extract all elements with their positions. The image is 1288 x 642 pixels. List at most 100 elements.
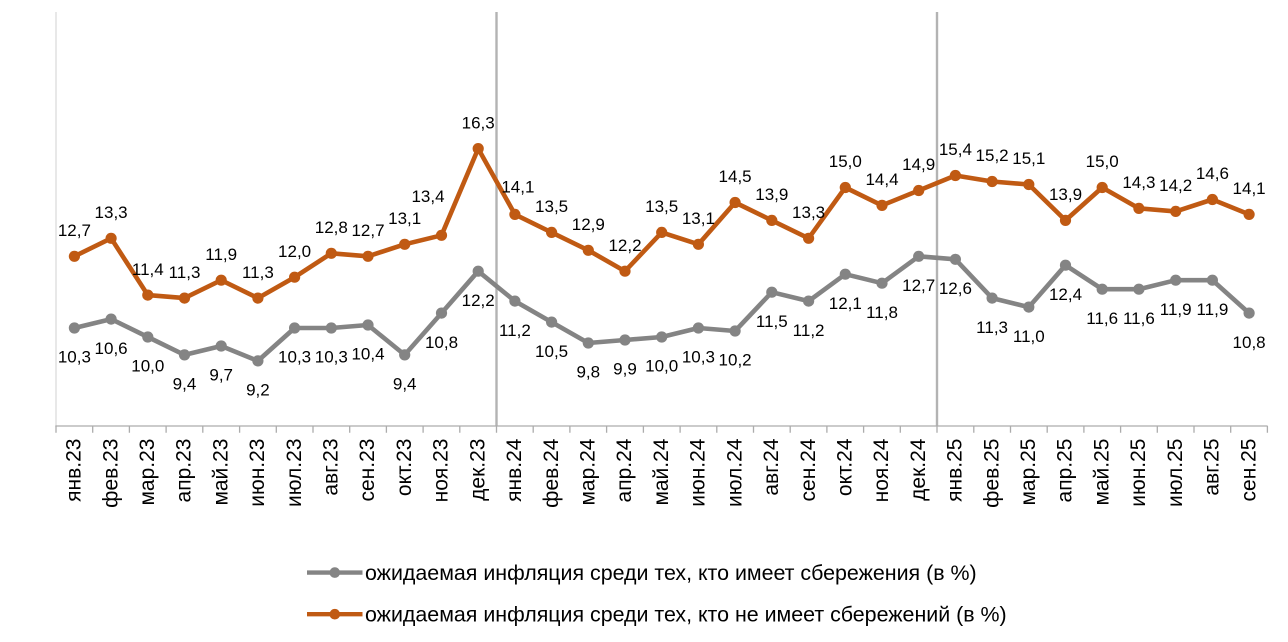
svg-text:мар.23: мар.23 — [136, 439, 159, 506]
svg-text:15,0: 15,0 — [1086, 152, 1119, 171]
svg-text:14,4: 14,4 — [865, 170, 898, 189]
svg-text:9,8: 9,8 — [576, 363, 600, 382]
svg-text:11,4: 11,4 — [132, 260, 164, 279]
svg-text:11,2: 11,2 — [793, 321, 825, 340]
svg-text:11,5: 11,5 — [756, 312, 788, 331]
svg-text:13,5: 13,5 — [645, 197, 678, 216]
svg-text:13,9: 13,9 — [1049, 185, 1082, 204]
svg-text:янв.25: янв.25 — [944, 439, 967, 502]
svg-text:окт.24: окт.24 — [834, 438, 857, 496]
svg-text:дек.24: дек.24 — [907, 438, 930, 501]
svg-text:11,6: 11,6 — [1123, 309, 1155, 328]
svg-text:14,3: 14,3 — [1122, 173, 1155, 192]
svg-text:12,1: 12,1 — [829, 294, 862, 313]
svg-text:10,6: 10,6 — [95, 339, 128, 358]
svg-text:11,8: 11,8 — [866, 303, 898, 322]
svg-text:9,9: 9,9 — [613, 360, 637, 379]
svg-text:14,1: 14,1 — [501, 178, 534, 197]
svg-text:май.23: май.23 — [209, 439, 232, 506]
svg-text:9,7: 9,7 — [209, 366, 233, 385]
svg-text:мар.24: мар.24 — [577, 438, 600, 505]
svg-text:авг.24: авг.24 — [760, 438, 783, 495]
svg-text:10,8: 10,8 — [1233, 333, 1266, 352]
svg-text:12,7: 12,7 — [58, 221, 91, 240]
svg-text:15,0: 15,0 — [829, 152, 862, 171]
svg-text:11,2: 11,2 — [499, 321, 531, 340]
svg-text:июн.23: июн.23 — [246, 439, 269, 507]
svg-text:12,2: 12,2 — [462, 291, 495, 310]
svg-text:май.25: май.25 — [1090, 439, 1113, 506]
svg-text:10,3: 10,3 — [682, 348, 715, 367]
svg-text:11,3: 11,3 — [976, 318, 1008, 337]
svg-text:дек.23: дек.23 — [466, 439, 489, 501]
svg-text:июл.25: июл.25 — [1164, 439, 1187, 507]
svg-text:фев.23: фев.23 — [99, 439, 122, 508]
svg-text:ноя.23: ноя.23 — [430, 439, 453, 503]
svg-text:12,8: 12,8 — [315, 218, 348, 237]
svg-text:фев.24: фев.24 — [540, 438, 563, 508]
svg-text:10,5: 10,5 — [535, 342, 568, 361]
svg-text:11,9: 11,9 — [205, 245, 237, 264]
svg-text:13,1: 13,1 — [682, 209, 715, 228]
svg-text:сен.24: сен.24 — [797, 438, 820, 501]
svg-text:12,7: 12,7 — [351, 221, 384, 240]
svg-text:июн.25: июн.25 — [1127, 439, 1150, 507]
svg-text:14,2: 14,2 — [1159, 176, 1192, 195]
svg-text:мар.25: мар.25 — [1017, 439, 1040, 506]
svg-text:апр.25: апр.25 — [1054, 439, 1077, 503]
svg-text:10,4: 10,4 — [351, 345, 384, 364]
svg-text:9,4: 9,4 — [173, 375, 197, 394]
svg-text:14,6: 14,6 — [1196, 164, 1229, 183]
svg-text:ожидаемая инфляция среди тех,: ожидаемая инфляция среди тех, кто не име… — [365, 602, 1007, 626]
svg-text:13,3: 13,3 — [792, 203, 825, 222]
svg-text:14,9: 14,9 — [902, 155, 935, 174]
svg-text:12,7: 12,7 — [902, 276, 935, 295]
svg-text:11,0: 11,0 — [1013, 327, 1045, 346]
svg-text:окт.23: окт.23 — [393, 439, 416, 497]
svg-text:авг.25: авг.25 — [1201, 439, 1224, 496]
svg-text:13,9: 13,9 — [755, 185, 788, 204]
svg-text:16,3: 16,3 — [462, 113, 495, 132]
svg-text:апр.24: апр.24 — [613, 438, 636, 502]
svg-text:10,3: 10,3 — [315, 348, 348, 367]
svg-text:май.24: май.24 — [650, 438, 673, 505]
svg-text:июн.24: июн.24 — [687, 438, 710, 507]
svg-text:10,2: 10,2 — [719, 351, 752, 370]
svg-text:12,6: 12,6 — [939, 279, 972, 298]
svg-text:июл.23: июл.23 — [283, 439, 306, 507]
svg-text:фев.25: фев.25 — [980, 439, 1003, 508]
svg-text:13,4: 13,4 — [411, 187, 444, 206]
svg-text:ноя.24: ноя.24 — [870, 438, 893, 502]
svg-text:ожидаемая инфляция среди тех,: ожидаемая инфляция среди тех, кто имеет … — [365, 561, 977, 585]
svg-text:июл.24: июл.24 — [723, 438, 746, 507]
svg-text:14,1: 14,1 — [1233, 179, 1266, 198]
svg-text:12,2: 12,2 — [608, 236, 641, 255]
svg-text:11,3: 11,3 — [242, 263, 274, 282]
svg-text:15,4: 15,4 — [939, 140, 972, 159]
svg-text:13,5: 13,5 — [535, 197, 568, 216]
svg-text:12,4: 12,4 — [1049, 285, 1082, 304]
svg-text:11,3: 11,3 — [169, 263, 201, 282]
svg-text:10,8: 10,8 — [425, 333, 458, 352]
svg-text:9,2: 9,2 — [246, 381, 270, 400]
svg-text:янв.23: янв.23 — [63, 439, 86, 502]
svg-text:сен.25: сен.25 — [1237, 439, 1260, 502]
svg-text:11,9: 11,9 — [1160, 300, 1192, 319]
svg-text:10,3: 10,3 — [278, 348, 311, 367]
svg-text:10,3: 10,3 — [58, 348, 91, 367]
svg-text:15,2: 15,2 — [976, 146, 1009, 165]
svg-text:янв.24: янв.24 — [503, 438, 526, 502]
svg-text:13,3: 13,3 — [95, 203, 128, 222]
svg-text:14,5: 14,5 — [719, 167, 752, 186]
svg-text:12,0: 12,0 — [278, 242, 311, 261]
svg-text:15,1: 15,1 — [1012, 149, 1045, 168]
svg-text:13,1: 13,1 — [388, 209, 421, 228]
svg-text:10,0: 10,0 — [131, 357, 164, 376]
svg-text:12,9: 12,9 — [572, 215, 605, 234]
svg-text:9,4: 9,4 — [393, 375, 417, 394]
svg-text:сен.23: сен.23 — [356, 439, 379, 502]
svg-text:11,6: 11,6 — [1086, 309, 1118, 328]
svg-text:авг.23: авг.23 — [320, 439, 343, 496]
svg-text:10,0: 10,0 — [645, 357, 678, 376]
svg-text:апр.23: апр.23 — [173, 439, 196, 503]
